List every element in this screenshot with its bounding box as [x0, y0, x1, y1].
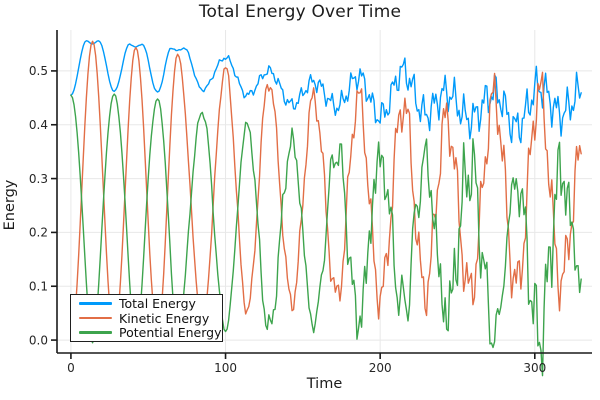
- legend-label-potential: Potential Energy: [119, 325, 222, 340]
- chart-title: Total Energy Over Time: [198, 2, 402, 22]
- legend-label-kinetic: Kinetic Energy: [119, 310, 210, 326]
- y-tick-label: 0.5: [29, 64, 48, 78]
- x-tick-label: 0: [67, 361, 75, 375]
- series-line-total-energy: [70, 40, 582, 144]
- y-tick-label: 0.4: [29, 118, 48, 132]
- y-tick-label: 0.2: [29, 226, 48, 240]
- legend-swatch-kinetic: [79, 316, 112, 320]
- x-axis-label: Time: [306, 376, 343, 392]
- y-tick-label: 0.1: [29, 279, 48, 293]
- legend-swatch-potential: [79, 331, 112, 334]
- series-line-potential-energy: [70, 93, 582, 377]
- y-tick-label: 0.3: [29, 172, 48, 186]
- x-tick-label: 300: [523, 361, 546, 375]
- y-tick-label: 0.0: [29, 333, 48, 347]
- legend-item-potential: Potential Energy: [71, 326, 222, 340]
- legend-label-total: Total Energy: [119, 296, 196, 311]
- legend-item-kinetic: Kinetic Energy: [71, 311, 222, 325]
- legend-swatch-total: [79, 302, 112, 305]
- x-tick-label: 100: [214, 361, 237, 375]
- x-tick-label: 200: [369, 361, 392, 375]
- legend: Total Energy Kinetic Energy Potential En…: [70, 294, 223, 342]
- legend-item-total: Total Energy: [71, 297, 222, 311]
- y-axis-label: Energy: [2, 179, 18, 231]
